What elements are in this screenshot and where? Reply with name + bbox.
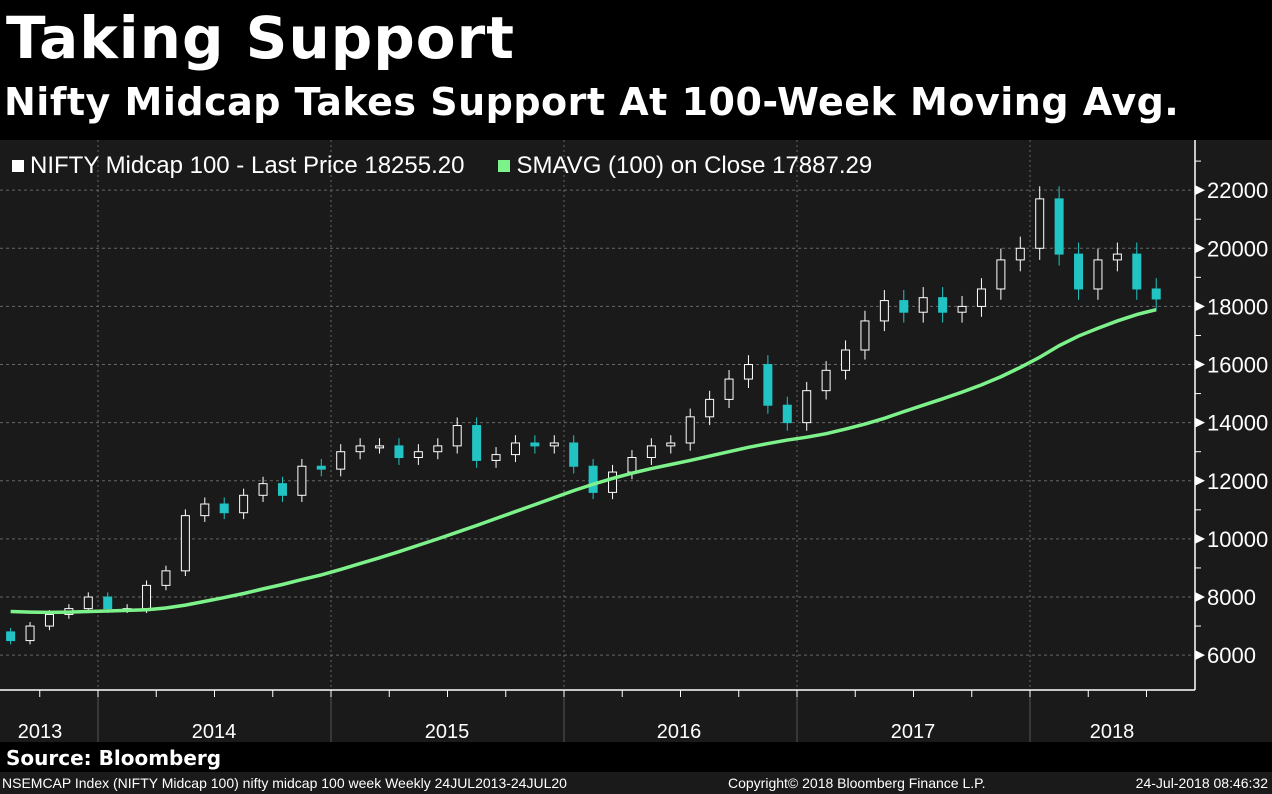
candle-body (200, 503, 210, 517)
y-tick-label: 10000 (1207, 527, 1268, 552)
y-tick-label: 22000 (1207, 178, 1268, 203)
y-tick-label: 18000 (1207, 294, 1268, 319)
candle-body (83, 596, 93, 610)
candle-body (180, 515, 190, 572)
candle-body (239, 494, 249, 514)
y-tick-label: 6000 (1207, 643, 1256, 668)
candle-body (219, 503, 229, 514)
candle-body (1151, 288, 1161, 300)
footer-timestamp: 24-Jul-2018 08:46:32 (1135, 775, 1268, 791)
x-tick-label: 2014 (192, 721, 237, 742)
candle-body (1035, 198, 1045, 249)
x-tick-label: 2017 (891, 721, 936, 742)
candle-body (996, 259, 1006, 290)
candle-body (549, 442, 559, 447)
candle-body (608, 471, 618, 493)
candle-body (375, 445, 385, 449)
y-tick-label: 12000 (1207, 469, 1268, 494)
legend-swatch-sma (498, 160, 511, 172)
candle-body (627, 457, 637, 473)
candle-body (355, 445, 365, 453)
candlestick-chart: 6000 8000 10000 12000 14000 16000 18000 20000 22… (0, 140, 1268, 742)
y-tick-marker (1195, 592, 1205, 602)
y-tick-label: 14000 (1207, 411, 1268, 436)
candle-body (1054, 198, 1064, 255)
footer-copyright: Copyright© 2018 Bloomberg Finance L.P. (728, 775, 986, 791)
candle-body (316, 465, 326, 470)
chart-area: 6000 8000 10000 12000 14000 16000 18000 20000 22… (0, 140, 1272, 742)
x-tick-label: 2013 (18, 721, 63, 742)
y-tick-marker (1195, 650, 1205, 661)
candle-body (841, 349, 851, 371)
y-tick-marker (1195, 533, 1205, 544)
candle-body (530, 442, 540, 447)
candle-body (6, 631, 16, 642)
candle-body (666, 442, 676, 447)
candle-body (938, 297, 948, 313)
chart-subtitle: Nifty Midcap Takes Support At 100-Week M… (4, 80, 1180, 124)
y-tick-marker (1195, 301, 1205, 312)
candle-body (743, 364, 753, 380)
candle-body (1112, 253, 1122, 261)
candle-body (705, 398, 715, 418)
candle-body (277, 483, 287, 496)
y-tick-label: 16000 (1207, 353, 1268, 378)
candle-body (161, 570, 171, 586)
legend-sma: SMAVG (100) on Close 17887.29 (516, 152, 873, 179)
candle-body (860, 320, 870, 351)
candle-body (685, 416, 695, 444)
legend: NIFTY Midcap 100 - Last Price 18255.20 S… (12, 152, 872, 180)
candle-body (957, 305, 967, 313)
candle-body (879, 300, 889, 322)
y-tick-marker (1195, 475, 1205, 486)
candle-body (569, 442, 579, 467)
y-tick-marker (1195, 243, 1205, 254)
candle-body (1093, 259, 1103, 290)
candle-body (976, 288, 986, 307)
candle-body (763, 364, 773, 406)
candle-body (297, 465, 307, 496)
candle-body (142, 584, 152, 610)
candle-body (802, 390, 812, 424)
candle-body (472, 425, 482, 461)
candle-body (1015, 247, 1025, 261)
source-label: Source: Bloomberg (6, 746, 222, 770)
y-tick-marker (1195, 185, 1205, 196)
candle-body (103, 596, 113, 610)
y-tick-label: 8000 (1207, 585, 1256, 610)
candle-body (413, 451, 423, 459)
candle-body (452, 425, 462, 447)
legend-price: NIFTY Midcap 100 - Last Price 18255.20 (30, 152, 465, 179)
footer: NSEMCAP Index (NIFTY Midcap 100) nifty m… (0, 772, 1272, 794)
candle-body (821, 369, 831, 392)
candle-body (25, 625, 35, 642)
candle-body (491, 454, 501, 461)
candle-body (1074, 253, 1084, 290)
candle-body (1132, 253, 1142, 290)
candle-body (588, 465, 598, 493)
y-tick-marker (1195, 417, 1205, 428)
y-tick-label: 20000 (1207, 236, 1268, 261)
candle-body (918, 297, 928, 313)
sma-line (10, 307, 1157, 615)
candle-body (258, 483, 268, 496)
chart-title: Taking Support (6, 4, 515, 72)
x-tick-label: 2015 (425, 721, 470, 742)
candle-body (394, 445, 404, 459)
candle-body (782, 404, 792, 424)
legend-swatch-price (12, 160, 24, 172)
y-tick-marker (1195, 359, 1205, 370)
x-tick-label: 2016 (657, 721, 702, 742)
candle-body (433, 445, 443, 453)
candle-body (336, 451, 346, 470)
footer-ticker: NSEMCAP Index (NIFTY Midcap 100) nifty m… (2, 775, 567, 791)
candle-body (44, 613, 54, 627)
candle-body (510, 442, 520, 456)
candle-body (899, 300, 909, 313)
candle-body (724, 378, 734, 400)
x-tick-label: 2018 (1090, 721, 1135, 742)
candle-body (646, 445, 656, 459)
